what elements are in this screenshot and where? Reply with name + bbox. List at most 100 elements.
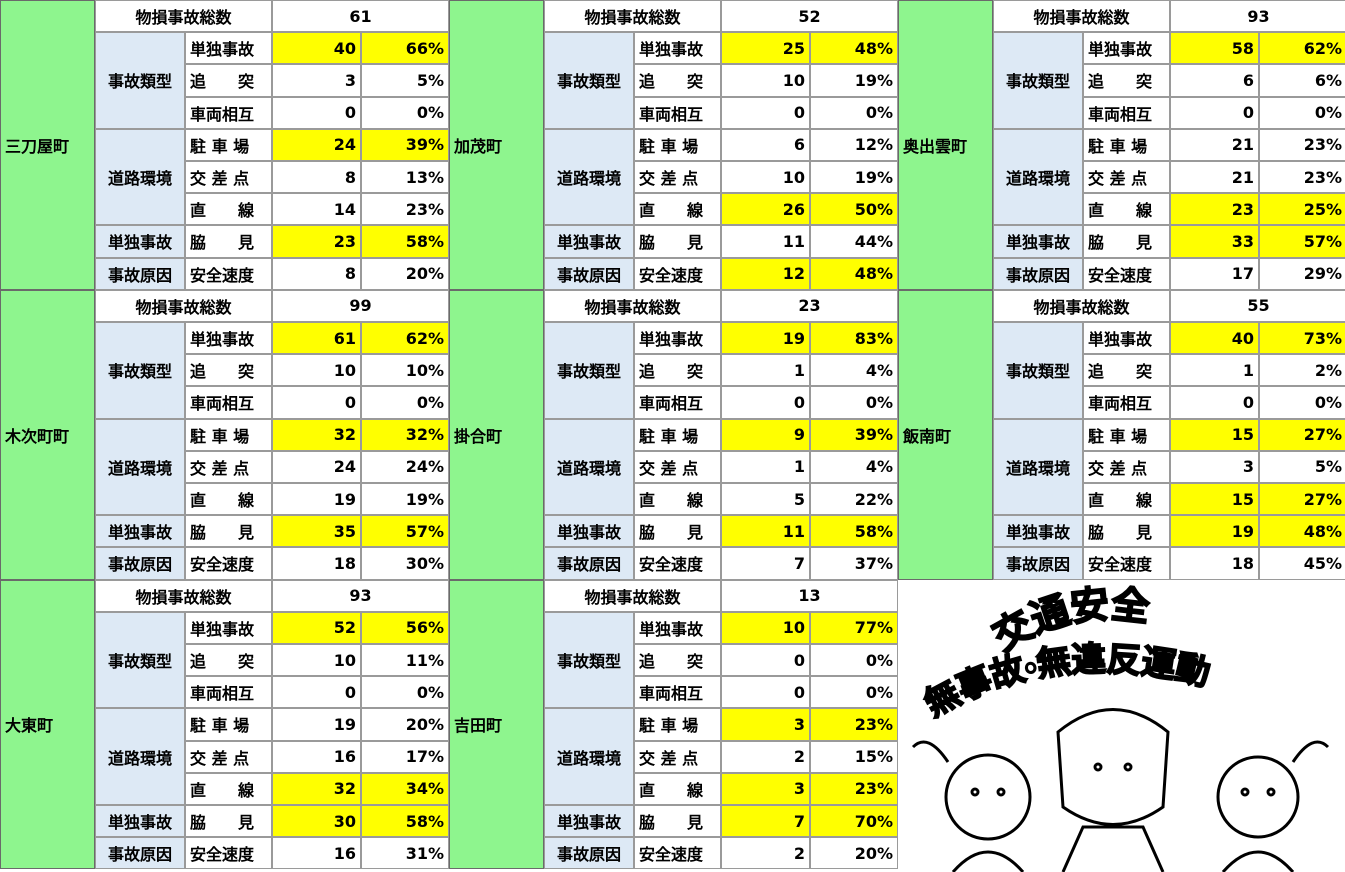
count: 10 [272, 644, 361, 676]
item-label: 車両相互 [1083, 386, 1170, 418]
count: 7 [721, 805, 810, 837]
count: 15 [1170, 483, 1259, 515]
total-count: 23 [721, 290, 898, 322]
group-label: 事故原因 [544, 837, 634, 869]
header-label: 物損事故総数 [95, 0, 272, 32]
count: 9 [721, 419, 810, 451]
group-label: 道路環境 [95, 708, 185, 805]
header-label: 物損事故総数 [544, 580, 721, 612]
count: 11 [721, 225, 810, 257]
item-label: 車両相互 [634, 676, 721, 708]
total-count: 93 [1170, 0, 1345, 32]
percent: 66% [361, 32, 449, 64]
percent: 37% [810, 547, 898, 579]
count: 0 [272, 386, 361, 418]
item-label: 車両相互 [185, 676, 272, 708]
count: 24 [272, 451, 361, 483]
group-label: 事故類型 [544, 612, 634, 709]
item-label: 交 差 点 [185, 741, 272, 773]
group-label: 道路環境 [993, 419, 1083, 516]
percent: 19% [810, 161, 898, 193]
count: 26 [721, 193, 810, 225]
count: 40 [272, 32, 361, 64]
count: 2 [721, 741, 810, 773]
percent: 0% [1259, 386, 1345, 418]
item-label: 単独事故 [185, 32, 272, 64]
percent: 0% [361, 386, 449, 418]
item-label: 単独事故 [185, 612, 272, 644]
count: 6 [1170, 64, 1259, 96]
item-label: 交 差 点 [185, 161, 272, 193]
town-name: 掛合町 [449, 290, 544, 580]
item-label: 単独事故 [1083, 322, 1170, 354]
percent: 0% [810, 97, 898, 129]
count: 8 [272, 258, 361, 290]
item-label: 駐 車 場 [634, 129, 721, 161]
total-count: 93 [272, 580, 449, 612]
item-label: 直 線 [634, 483, 721, 515]
group-label: 事故類型 [95, 322, 185, 419]
count: 21 [1170, 161, 1259, 193]
count: 58 [1170, 32, 1259, 64]
town-name: 三刀屋町 [0, 0, 95, 290]
count: 0 [272, 676, 361, 708]
percent: 44% [810, 225, 898, 257]
item-label: 脇 見 [185, 805, 272, 837]
item-label: 脇 見 [634, 225, 721, 257]
count: 0 [721, 644, 810, 676]
item-label: 直 線 [1083, 193, 1170, 225]
item-label: 追 突 [634, 644, 721, 676]
group-label: 単独事故 [544, 805, 634, 837]
item-label: 脇 見 [1083, 225, 1170, 257]
count: 23 [272, 225, 361, 257]
count: 16 [272, 837, 361, 869]
header-label: 物損事故総数 [993, 0, 1170, 32]
percent: 22% [810, 483, 898, 515]
percent: 4% [810, 354, 898, 386]
item-label: 脇 見 [1083, 515, 1170, 547]
count: 3 [272, 64, 361, 96]
item-label: 直 線 [1083, 483, 1170, 515]
header-label: 物損事故総数 [95, 290, 272, 322]
count: 19 [1170, 515, 1259, 547]
item-label: 交 差 点 [634, 741, 721, 773]
percent: 12% [810, 129, 898, 161]
count: 33 [1170, 225, 1259, 257]
group-label: 単独事故 [544, 515, 634, 547]
count: 2 [721, 837, 810, 869]
item-label: 安全速度 [1083, 547, 1170, 579]
percent: 10% [361, 354, 449, 386]
percent: 19% [810, 64, 898, 96]
item-label: 交 差 点 [185, 451, 272, 483]
count: 16 [272, 741, 361, 773]
group-label: 道路環境 [544, 419, 634, 516]
percent: 32% [361, 419, 449, 451]
percent: 30% [361, 547, 449, 579]
town-name: 奥出雲町 [898, 0, 993, 290]
group-label: 事故原因 [544, 258, 634, 290]
group-label: 事故類型 [993, 322, 1083, 419]
town-name: 大東町 [0, 580, 95, 870]
percent: 45% [1259, 547, 1345, 579]
group-label: 事故類型 [544, 322, 634, 419]
group-label: 道路環境 [95, 129, 185, 226]
percent: 0% [810, 386, 898, 418]
count: 19 [721, 322, 810, 354]
percent: 25% [1259, 193, 1345, 225]
header-label: 物損事故総数 [993, 290, 1170, 322]
count: 10 [721, 161, 810, 193]
count: 1 [1170, 354, 1259, 386]
percent: 58% [361, 805, 449, 837]
count: 17 [1170, 258, 1259, 290]
item-label: 単独事故 [634, 612, 721, 644]
item-label: 車両相互 [1083, 97, 1170, 129]
item-label: 単独事故 [185, 322, 272, 354]
count: 0 [721, 97, 810, 129]
count: 40 [1170, 322, 1259, 354]
group-label: 事故原因 [95, 258, 185, 290]
percent: 39% [810, 419, 898, 451]
percent: 5% [361, 64, 449, 96]
count: 6 [721, 129, 810, 161]
item-label: 直 線 [634, 773, 721, 805]
group-label: 単独事故 [95, 515, 185, 547]
